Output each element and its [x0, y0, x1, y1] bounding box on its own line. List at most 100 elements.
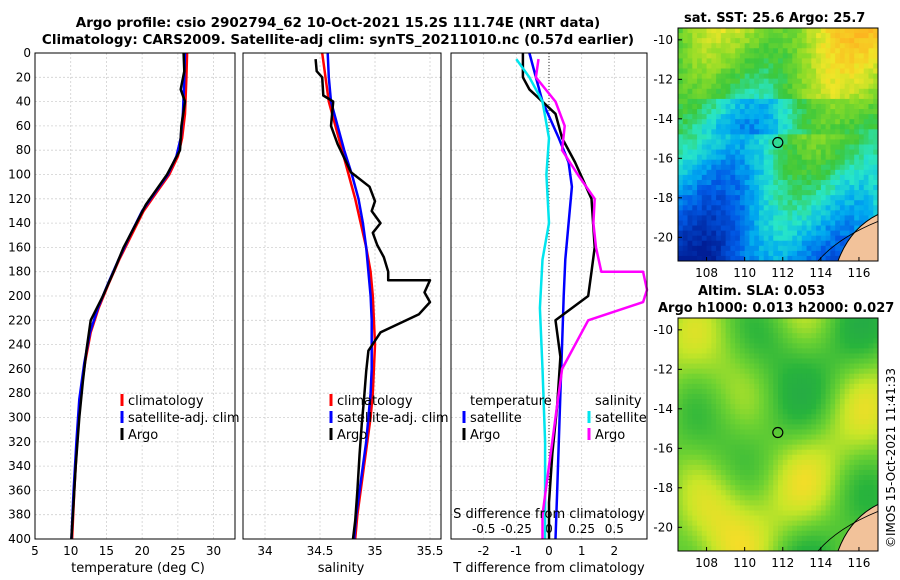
map-cell: [678, 393, 684, 400]
map-cell: [858, 485, 865, 491]
map-cell: [744, 449, 751, 456]
map-cell: [854, 215, 860, 222]
map-cell: [839, 83, 846, 90]
map-cell: [849, 353, 855, 360]
map-cell: [806, 469, 812, 476]
map-cell: [697, 68, 703, 75]
map-cell: [739, 469, 746, 476]
map-cell: [868, 93, 874, 100]
map-cell: [768, 343, 774, 349]
map-cell: [839, 343, 846, 349]
map-cell: [701, 179, 708, 186]
map-cell: [758, 78, 765, 85]
map-cell: [792, 139, 798, 146]
map-cell: [820, 48, 827, 54]
map-cell: [730, 378, 736, 385]
map-cell: [792, 98, 798, 105]
map-cell: [711, 439, 717, 446]
map-cell: [816, 388, 822, 395]
map-cell: [811, 388, 817, 395]
map-cell: [758, 368, 765, 375]
map-cell: [678, 328, 684, 334]
profile-charts: 0204060801001201401601802002202402602803…: [8, 46, 649, 576]
map-cell: [839, 434, 846, 441]
map-cell: [754, 63, 760, 70]
map-cell: [682, 444, 689, 451]
map-cell: [825, 368, 831, 375]
map-cell: [763, 43, 770, 49]
map-cell: [739, 409, 746, 415]
map-cell: [754, 38, 760, 44]
map-cell: [787, 404, 793, 410]
map-cell: [720, 338, 727, 344]
map-cell: [873, 358, 878, 365]
map-cell: [792, 88, 798, 95]
map-cell: [792, 444, 798, 451]
map-cell: [682, 230, 689, 237]
map-cell: [806, 215, 812, 222]
map-cell: [716, 139, 722, 146]
map-cell: [687, 83, 693, 90]
map-cell: [682, 449, 689, 456]
map-cell: [816, 429, 822, 436]
map-cell: [778, 333, 784, 339]
map-cell: [811, 179, 817, 186]
map-cell: [835, 444, 841, 451]
map-cell: [782, 179, 789, 186]
map-cell: [839, 245, 846, 252]
map-cell: [792, 434, 798, 441]
map-cell: [797, 83, 803, 90]
map-cell: [830, 348, 836, 355]
map-cell: [678, 240, 684, 247]
map-cell: [749, 424, 755, 431]
x-tick-label: -2: [478, 544, 490, 558]
map-cell: [754, 454, 760, 461]
map-cell: [811, 215, 817, 222]
map-cell: [758, 333, 765, 339]
map-cell: [873, 404, 878, 410]
map-cell: [701, 409, 708, 415]
map-cell: [754, 495, 760, 501]
map-cell: [720, 540, 727, 547]
map-cell: [768, 83, 774, 90]
map-cell: [758, 469, 765, 476]
map-cell: [763, 348, 770, 355]
map-cell: [701, 134, 708, 141]
map-cell: [844, 48, 851, 54]
map-cell: [773, 333, 779, 339]
map-cell: [820, 480, 827, 486]
map-cell: [735, 215, 741, 222]
map-cell: [720, 505, 727, 512]
y-tick-label: 240: [8, 338, 31, 352]
map-cell: [830, 215, 836, 222]
map-cell: [706, 33, 712, 39]
map-cell: [792, 78, 798, 85]
map-cell: [830, 373, 836, 380]
map-cell: [735, 424, 741, 431]
map-cell: [778, 109, 784, 115]
legend-diff-s-argo: Argo: [595, 428, 625, 443]
map-cell: [792, 119, 798, 125]
map-cell: [763, 368, 770, 375]
map-cell: [825, 338, 831, 344]
map-cell: [863, 500, 870, 507]
map-cell: [820, 88, 827, 95]
map-cell: [835, 174, 841, 181]
map-cell: [706, 434, 712, 441]
map-cell: [716, 78, 722, 85]
map-cell: [868, 58, 874, 65]
map-cell: [849, 439, 855, 446]
map-cell: [720, 174, 727, 181]
map-cell: [744, 43, 751, 49]
map-cell: [797, 368, 803, 375]
map-cell: [854, 414, 860, 420]
map-cell: [792, 424, 798, 431]
map-cell: [749, 328, 755, 334]
map-cell: [706, 48, 712, 54]
map-cell: [754, 230, 760, 237]
map-cell: [806, 185, 812, 191]
map-cell: [754, 103, 760, 110]
map-cell: [787, 464, 793, 471]
map-cell: [730, 179, 736, 186]
map-cell: [778, 328, 784, 334]
